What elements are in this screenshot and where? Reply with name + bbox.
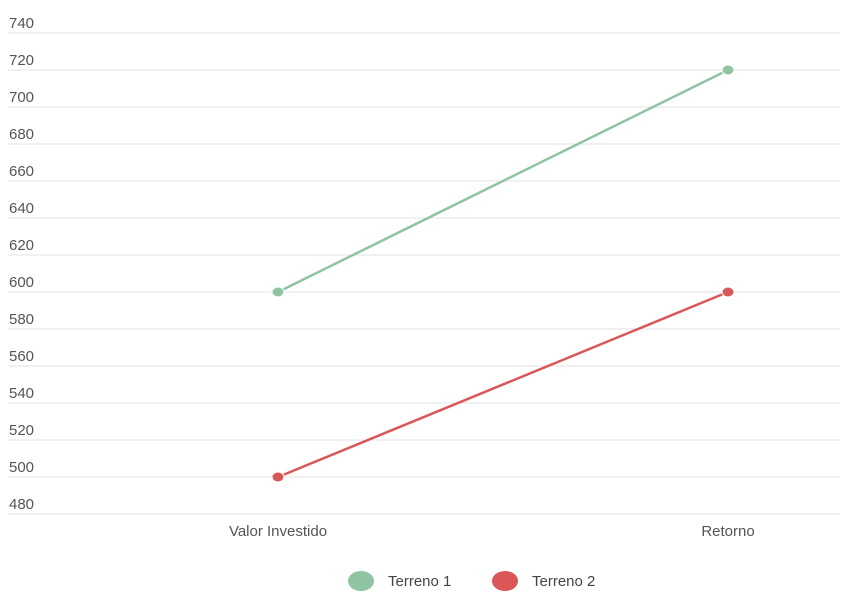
y-tick-label: 480 bbox=[9, 496, 34, 513]
data-point[interactable] bbox=[271, 286, 285, 298]
legend-item-1[interactable]: Terreno 1 bbox=[348, 571, 451, 591]
y-tick-label: 500 bbox=[9, 459, 34, 476]
y-tick-label: 580 bbox=[9, 311, 34, 328]
legend-swatch bbox=[492, 571, 518, 591]
y-tick-label: 600 bbox=[9, 274, 34, 291]
x-axis-category-labels: Valor Investido Retorno bbox=[229, 523, 755, 540]
y-tick-label: 700 bbox=[9, 89, 34, 106]
x-category-label: Retorno bbox=[701, 523, 754, 540]
y-tick-label: 680 bbox=[9, 126, 34, 143]
legend-label: Terreno 1 bbox=[388, 573, 451, 590]
legend-item-2[interactable]: Terreno 2 bbox=[492, 571, 595, 591]
legend-label: Terreno 2 bbox=[532, 573, 595, 590]
series-line-2 bbox=[277, 290, 729, 479]
y-tick-label: 560 bbox=[9, 348, 34, 365]
y-tick-label: 660 bbox=[9, 163, 34, 180]
y-tick-label: 640 bbox=[9, 200, 34, 217]
legend-swatch bbox=[348, 571, 374, 591]
y-axis-tick-labels: 480 500 520 540 560 580 600 620 640 660 680 700 720 7… bbox=[9, 15, 34, 513]
y-tick-label: 520 bbox=[9, 422, 34, 439]
y-tick-label: 740 bbox=[9, 15, 34, 32]
y-tick-label: 540 bbox=[9, 385, 34, 402]
legend[interactable]: Terreno 1 Terreno 2 bbox=[348, 571, 595, 591]
y-tick-label: 720 bbox=[9, 52, 34, 69]
gridlines bbox=[8, 32, 840, 515]
data-point[interactable] bbox=[721, 64, 735, 76]
series-line-1 bbox=[277, 68, 729, 294]
data-point[interactable] bbox=[721, 286, 735, 298]
y-tick-label: 620 bbox=[9, 237, 34, 254]
series-lines bbox=[271, 64, 735, 483]
data-point[interactable] bbox=[271, 471, 285, 483]
x-category-label: Valor Investido bbox=[229, 523, 327, 540]
